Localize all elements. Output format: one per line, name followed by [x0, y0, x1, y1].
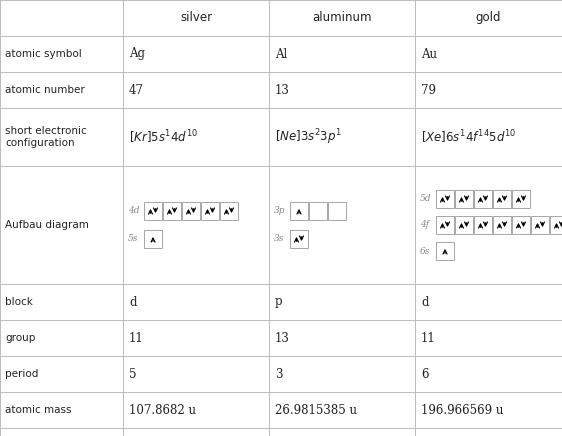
Text: d: d	[129, 296, 137, 309]
Text: Au: Au	[421, 48, 437, 61]
Text: 107.8682 u: 107.8682 u	[129, 403, 196, 416]
Text: group: group	[5, 333, 35, 343]
Bar	[512, 216, 530, 234]
Text: 26.9815385 u: 26.9815385 u	[275, 403, 357, 416]
Bar	[182, 202, 200, 220]
Text: 3p: 3p	[274, 207, 285, 215]
Text: period: period	[5, 369, 38, 379]
Bar	[220, 202, 238, 220]
Text: 13: 13	[275, 84, 290, 96]
Text: 47: 47	[129, 84, 144, 96]
Text: 5d: 5d	[420, 194, 432, 204]
Bar	[290, 230, 308, 248]
Text: aluminum: aluminum	[312, 11, 371, 24]
Text: $[Ne]3s^23p^1$: $[Ne]3s^23p^1$	[275, 127, 342, 147]
Text: p: p	[275, 296, 283, 309]
Bar	[290, 202, 308, 220]
Text: $[Xe]6s^14f^{14}5d^{10}$: $[Xe]6s^14f^{14}5d^{10}$	[421, 128, 516, 146]
Text: 79: 79	[421, 84, 436, 96]
Bar	[474, 190, 492, 208]
Text: 4f: 4f	[420, 221, 429, 229]
Bar	[144, 230, 162, 248]
Text: 5s: 5s	[128, 235, 138, 243]
Bar	[512, 190, 530, 208]
Bar	[436, 242, 454, 260]
Text: silver: silver	[180, 11, 212, 24]
Bar	[144, 202, 162, 220]
Text: short electronic
configuration: short electronic configuration	[5, 126, 87, 148]
Text: 196.966569 u: 196.966569 u	[421, 403, 504, 416]
Text: gold: gold	[476, 11, 501, 24]
Bar	[493, 216, 511, 234]
Text: d: d	[421, 296, 428, 309]
Text: 6: 6	[421, 368, 428, 381]
Text: $[Kr]5s^14d^{10}$: $[Kr]5s^14d^{10}$	[129, 128, 198, 146]
Text: 3s: 3s	[274, 235, 284, 243]
Text: 11: 11	[421, 331, 436, 344]
Bar	[474, 216, 492, 234]
Bar	[455, 190, 473, 208]
Bar	[436, 190, 454, 208]
Text: Ag: Ag	[129, 48, 145, 61]
Bar	[531, 216, 549, 234]
Text: 5: 5	[129, 368, 137, 381]
Text: 11: 11	[129, 331, 144, 344]
Text: 4d: 4d	[128, 207, 139, 215]
Bar	[309, 202, 327, 220]
Bar	[455, 216, 473, 234]
Bar	[201, 202, 219, 220]
Text: block: block	[5, 297, 33, 307]
Bar	[436, 216, 454, 234]
Text: atomic mass: atomic mass	[5, 405, 71, 415]
Text: 3: 3	[275, 368, 283, 381]
Text: Al: Al	[275, 48, 287, 61]
Bar	[328, 202, 346, 220]
Text: atomic number: atomic number	[5, 85, 85, 95]
Bar	[163, 202, 181, 220]
Bar	[550, 216, 562, 234]
Text: atomic symbol: atomic symbol	[5, 49, 81, 59]
Text: 13: 13	[275, 331, 290, 344]
Bar	[493, 190, 511, 208]
Text: Aufbau diagram: Aufbau diagram	[5, 220, 89, 230]
Text: 6s: 6s	[420, 246, 430, 255]
